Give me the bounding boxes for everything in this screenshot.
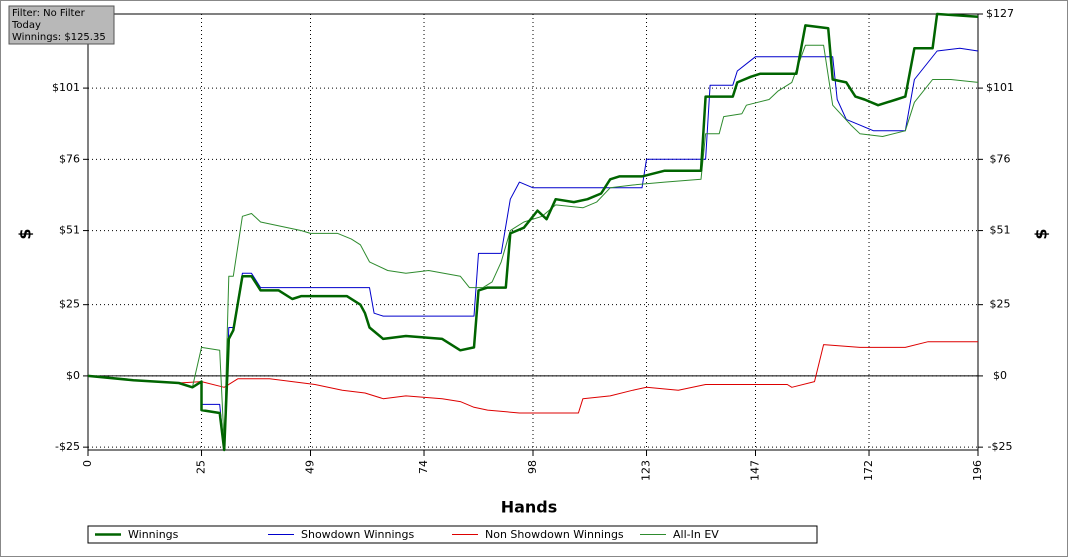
legend-items: Winnings Showdown Winnings Non Showdown Wi… — [95, 528, 719, 541]
x-tick-label: 74 — [417, 460, 430, 474]
x-axis-label: Hands — [501, 498, 558, 517]
legend-label: All-In EV — [673, 528, 719, 541]
y-tick-label: -$25 — [55, 440, 80, 453]
y-tick-label: $25 — [59, 298, 80, 311]
y-tick-label: $51 — [59, 224, 80, 237]
y-tick-label: $0 — [66, 369, 80, 382]
y-tick-label: $101 — [52, 81, 80, 94]
y2-axis-label: $ — [1032, 228, 1051, 239]
series-line — [87, 44, 979, 445]
y2-tick-label: $101 — [986, 81, 1014, 94]
info-box-bg — [8, 5, 115, 45]
series-lines — [87, 12, 979, 452]
y-axis-label: $ — [16, 228, 35, 239]
grid — [87, 13, 979, 450]
y2-tick-label: -$25 — [988, 440, 1013, 453]
y-tick-label: $76 — [59, 152, 80, 165]
y2-tick-label: $76 — [990, 152, 1011, 165]
x-tick-label: 25 — [195, 460, 208, 474]
x-tick-label: 49 — [304, 460, 317, 474]
series-line — [87, 341, 978, 414]
info-text: Today — [11, 20, 41, 31]
series-line — [87, 12, 979, 452]
info-box: Filter: No Filter Today Winnings: $125.3… — [8, 5, 115, 45]
legend-label: Non Showdown Winnings — [485, 528, 624, 541]
x-tick-label: 123 — [640, 460, 653, 481]
legend-label: Winnings — [128, 528, 179, 541]
x-tick-label: 172 — [862, 460, 875, 481]
y2-tick-label: $127 — [986, 7, 1014, 20]
info-text: Filter: No Filter — [12, 8, 86, 19]
x-tick-label: 98 — [526, 460, 539, 474]
x-tick-label: 0 — [81, 460, 94, 467]
ticks: -$25 -$25 $0 $0 $25 $25 $51 $51 $76 $76 $101 $101 $1… — [52, 7, 1014, 481]
y2-tick-label: $25 — [990, 298, 1011, 311]
legend-label: Showdown Winnings — [301, 528, 415, 541]
info-text: Winnings: $125.35 — [12, 32, 106, 43]
y2-tick-label: $51 — [990, 224, 1011, 237]
x-tick-label: 196 — [971, 460, 984, 481]
x-tick-label: 147 — [749, 460, 762, 481]
y2-tick-label: $0 — [993, 369, 1007, 382]
